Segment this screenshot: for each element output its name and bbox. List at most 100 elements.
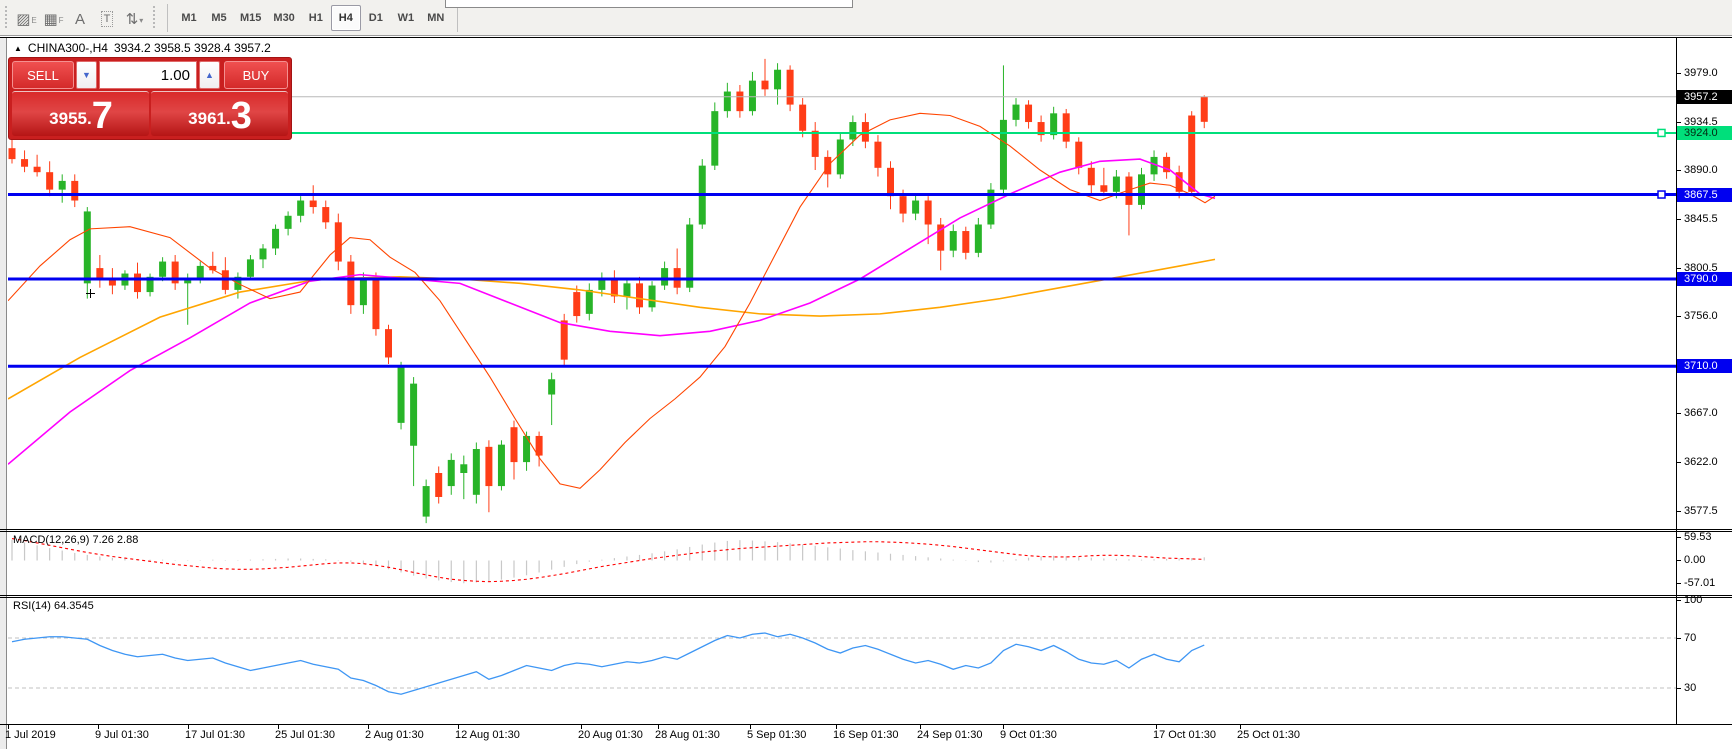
time-axis-label: 20 Aug 01:30 xyxy=(578,729,643,741)
sell-price-fraction: 7 xyxy=(91,95,113,137)
line-drag-handle[interactable] xyxy=(1657,190,1666,199)
time-axis-tick xyxy=(8,724,9,729)
price-tick-label: 3890.0 xyxy=(1684,164,1718,176)
main-macd-separator[interactable] xyxy=(0,529,1732,530)
candles-layer xyxy=(8,58,1208,524)
time-axis-label: 5 Sep 01:30 xyxy=(747,729,807,741)
price-tick-mark xyxy=(1677,413,1681,415)
rsi-axis-tick xyxy=(1677,688,1681,689)
timeframe-button-h1[interactable]: H1 xyxy=(308,11,323,24)
text-label-icon[interactable]: A xyxy=(74,10,85,28)
time-axis-tick xyxy=(1156,724,1157,729)
rsi-axis-label: 70 xyxy=(1684,632,1697,644)
macd-indicator-label: MACD(12,26,9) 7.26 2.88 xyxy=(13,534,139,546)
time-axis-tick xyxy=(188,724,189,729)
price-tick-mark xyxy=(1677,73,1681,74)
time-axis-label: 12 Aug 01:30 xyxy=(455,729,520,741)
time-axis-label: 17 Oct 01:30 xyxy=(1153,729,1216,741)
macd-axis-label: 0.00 xyxy=(1684,554,1706,566)
price-tick-mark xyxy=(1677,462,1681,464)
timeframe-button-mn[interactable]: MN xyxy=(427,11,445,24)
timeframe-button-m5[interactable]: M5 xyxy=(211,11,227,24)
timeframe-button-h4[interactable]: H4 xyxy=(330,4,361,31)
time-axis-tick xyxy=(920,724,921,729)
price-badge: 3790.0 xyxy=(1677,271,1732,286)
main-macd-separator[interactable] xyxy=(0,531,1732,532)
macd-signal-line xyxy=(11,538,1205,583)
time-axis-tick xyxy=(750,724,751,729)
price-tick-mark xyxy=(1677,510,1681,512)
time-axis-tick xyxy=(658,724,659,729)
collapse-arrow-icon[interactable]: ▲ xyxy=(14,43,22,53)
volume-input[interactable] xyxy=(99,61,197,89)
sell-price-panel[interactable]: 3955. 7 xyxy=(12,91,149,136)
price-badge: 3957.2 xyxy=(1677,89,1732,104)
volume-decrease-button[interactable]: ▼ xyxy=(76,61,97,89)
price-tick-mark xyxy=(1677,170,1681,171)
time-axis-tick xyxy=(98,724,99,729)
ma-fast-line[interactable] xyxy=(8,112,1216,489)
time-axis-tick xyxy=(368,724,369,729)
price-tick-label: 3622.0 xyxy=(1684,456,1718,469)
ohlc-values: 3934.2 3958.5 3928.4 3957.2 xyxy=(113,41,271,55)
volume-increase-button[interactable]: ▲ xyxy=(199,61,220,89)
price-tick-mark xyxy=(1677,267,1681,269)
arrow-objects-icon[interactable]: ⇅ ▾ xyxy=(125,10,144,28)
time-axis-tick xyxy=(1003,724,1004,729)
price-tick-label: 3756.0 xyxy=(1684,310,1718,323)
line-drag-handle[interactable] xyxy=(1657,128,1666,138)
ma-mid-line[interactable] xyxy=(8,158,1216,465)
rsi-indicator-label: RSI(14) 64.3545 xyxy=(13,600,94,612)
toolbar-grip-handle[interactable] xyxy=(4,5,9,30)
price-tick-label: 3979.0 xyxy=(1684,67,1718,79)
toolbar-grip-handle[interactable] xyxy=(152,5,157,30)
one-click-trade-panel: SELL ▼ ▲ BUY 3955.7 3961.3 xyxy=(8,57,292,140)
symbol-timeframe-label: CHINA300-,H4 xyxy=(27,41,108,55)
price-tick-label: 3800.5 xyxy=(1684,261,1718,274)
rsi-axis-label: 100 xyxy=(1684,594,1703,606)
ma-slow-line[interactable] xyxy=(8,258,1216,400)
pattern-draw-icon[interactable]: ▨ E xyxy=(16,10,37,28)
macd-rsi-separator[interactable] xyxy=(0,595,1732,596)
buy-price-panel[interactable]: 3961. 3 xyxy=(151,91,288,136)
sell-button[interactable]: SELL xyxy=(12,61,74,89)
time-axis-label: 25 Jul 01:30 xyxy=(275,729,335,741)
price-axis-border xyxy=(1676,38,1677,724)
rsi-panel[interactable] xyxy=(8,632,1676,695)
price-badge: 3867.5 xyxy=(1677,187,1732,202)
rsi-axis-tick xyxy=(1677,638,1681,639)
timeframe-button-w1[interactable]: W1 xyxy=(397,11,415,24)
rsi-axis-tick xyxy=(1677,600,1681,601)
toolbar-separator xyxy=(456,3,458,32)
chart-window xyxy=(0,37,1732,749)
timeframe-button-d1[interactable]: D1 xyxy=(368,11,383,24)
price-tick-label: 3845.5 xyxy=(1684,212,1718,225)
text-box-icon[interactable]: T xyxy=(94,5,121,31)
buy-button[interactable]: BUY xyxy=(224,61,288,89)
timeframe-button-m15[interactable]: M15 xyxy=(240,11,262,24)
fibo-grid-icon[interactable]: ▦ F xyxy=(43,10,64,28)
macd-axis-label: -57.01 xyxy=(1684,577,1716,589)
time-axis-label: 25 Oct 01:30 xyxy=(1237,729,1300,741)
timeframe-button-m30[interactable]: M30 xyxy=(273,11,295,24)
macd-axis-tick xyxy=(1677,537,1681,538)
timeframe-button-m1[interactable]: M1 xyxy=(181,11,197,24)
rsi-axis-label: 30 xyxy=(1684,682,1697,694)
macd-panel[interactable] xyxy=(11,538,1205,584)
window-left-edge xyxy=(0,37,7,749)
buy-price-fraction: 3 xyxy=(230,95,252,137)
main-price-panel[interactable] xyxy=(8,58,1676,524)
time-axis-label: 17 Jul 01:30 xyxy=(185,729,245,741)
sell-price-main: 3955. xyxy=(49,109,92,128)
time-axis-tick xyxy=(836,724,837,729)
background-window-edge xyxy=(445,0,853,8)
time-axis-label: 9 Oct 01:30 xyxy=(1000,729,1057,741)
chart-toolbar: ▨ E ▦ F A T ⇅ ▾ M1 M5 M15 M30 H1 H4 D1 W1 MN xyxy=(0,0,1732,36)
macd-rsi-separator[interactable] xyxy=(0,597,1732,598)
time-axis-label: 9 Jul 01:30 xyxy=(95,729,149,741)
price-badge: 3924.0 xyxy=(1677,125,1732,140)
timeframes-group: M1 M5 M15 M30 H1 H4 D1 W1 MN xyxy=(174,4,451,31)
time-axis-label: 24 Sep 01:30 xyxy=(917,729,983,741)
